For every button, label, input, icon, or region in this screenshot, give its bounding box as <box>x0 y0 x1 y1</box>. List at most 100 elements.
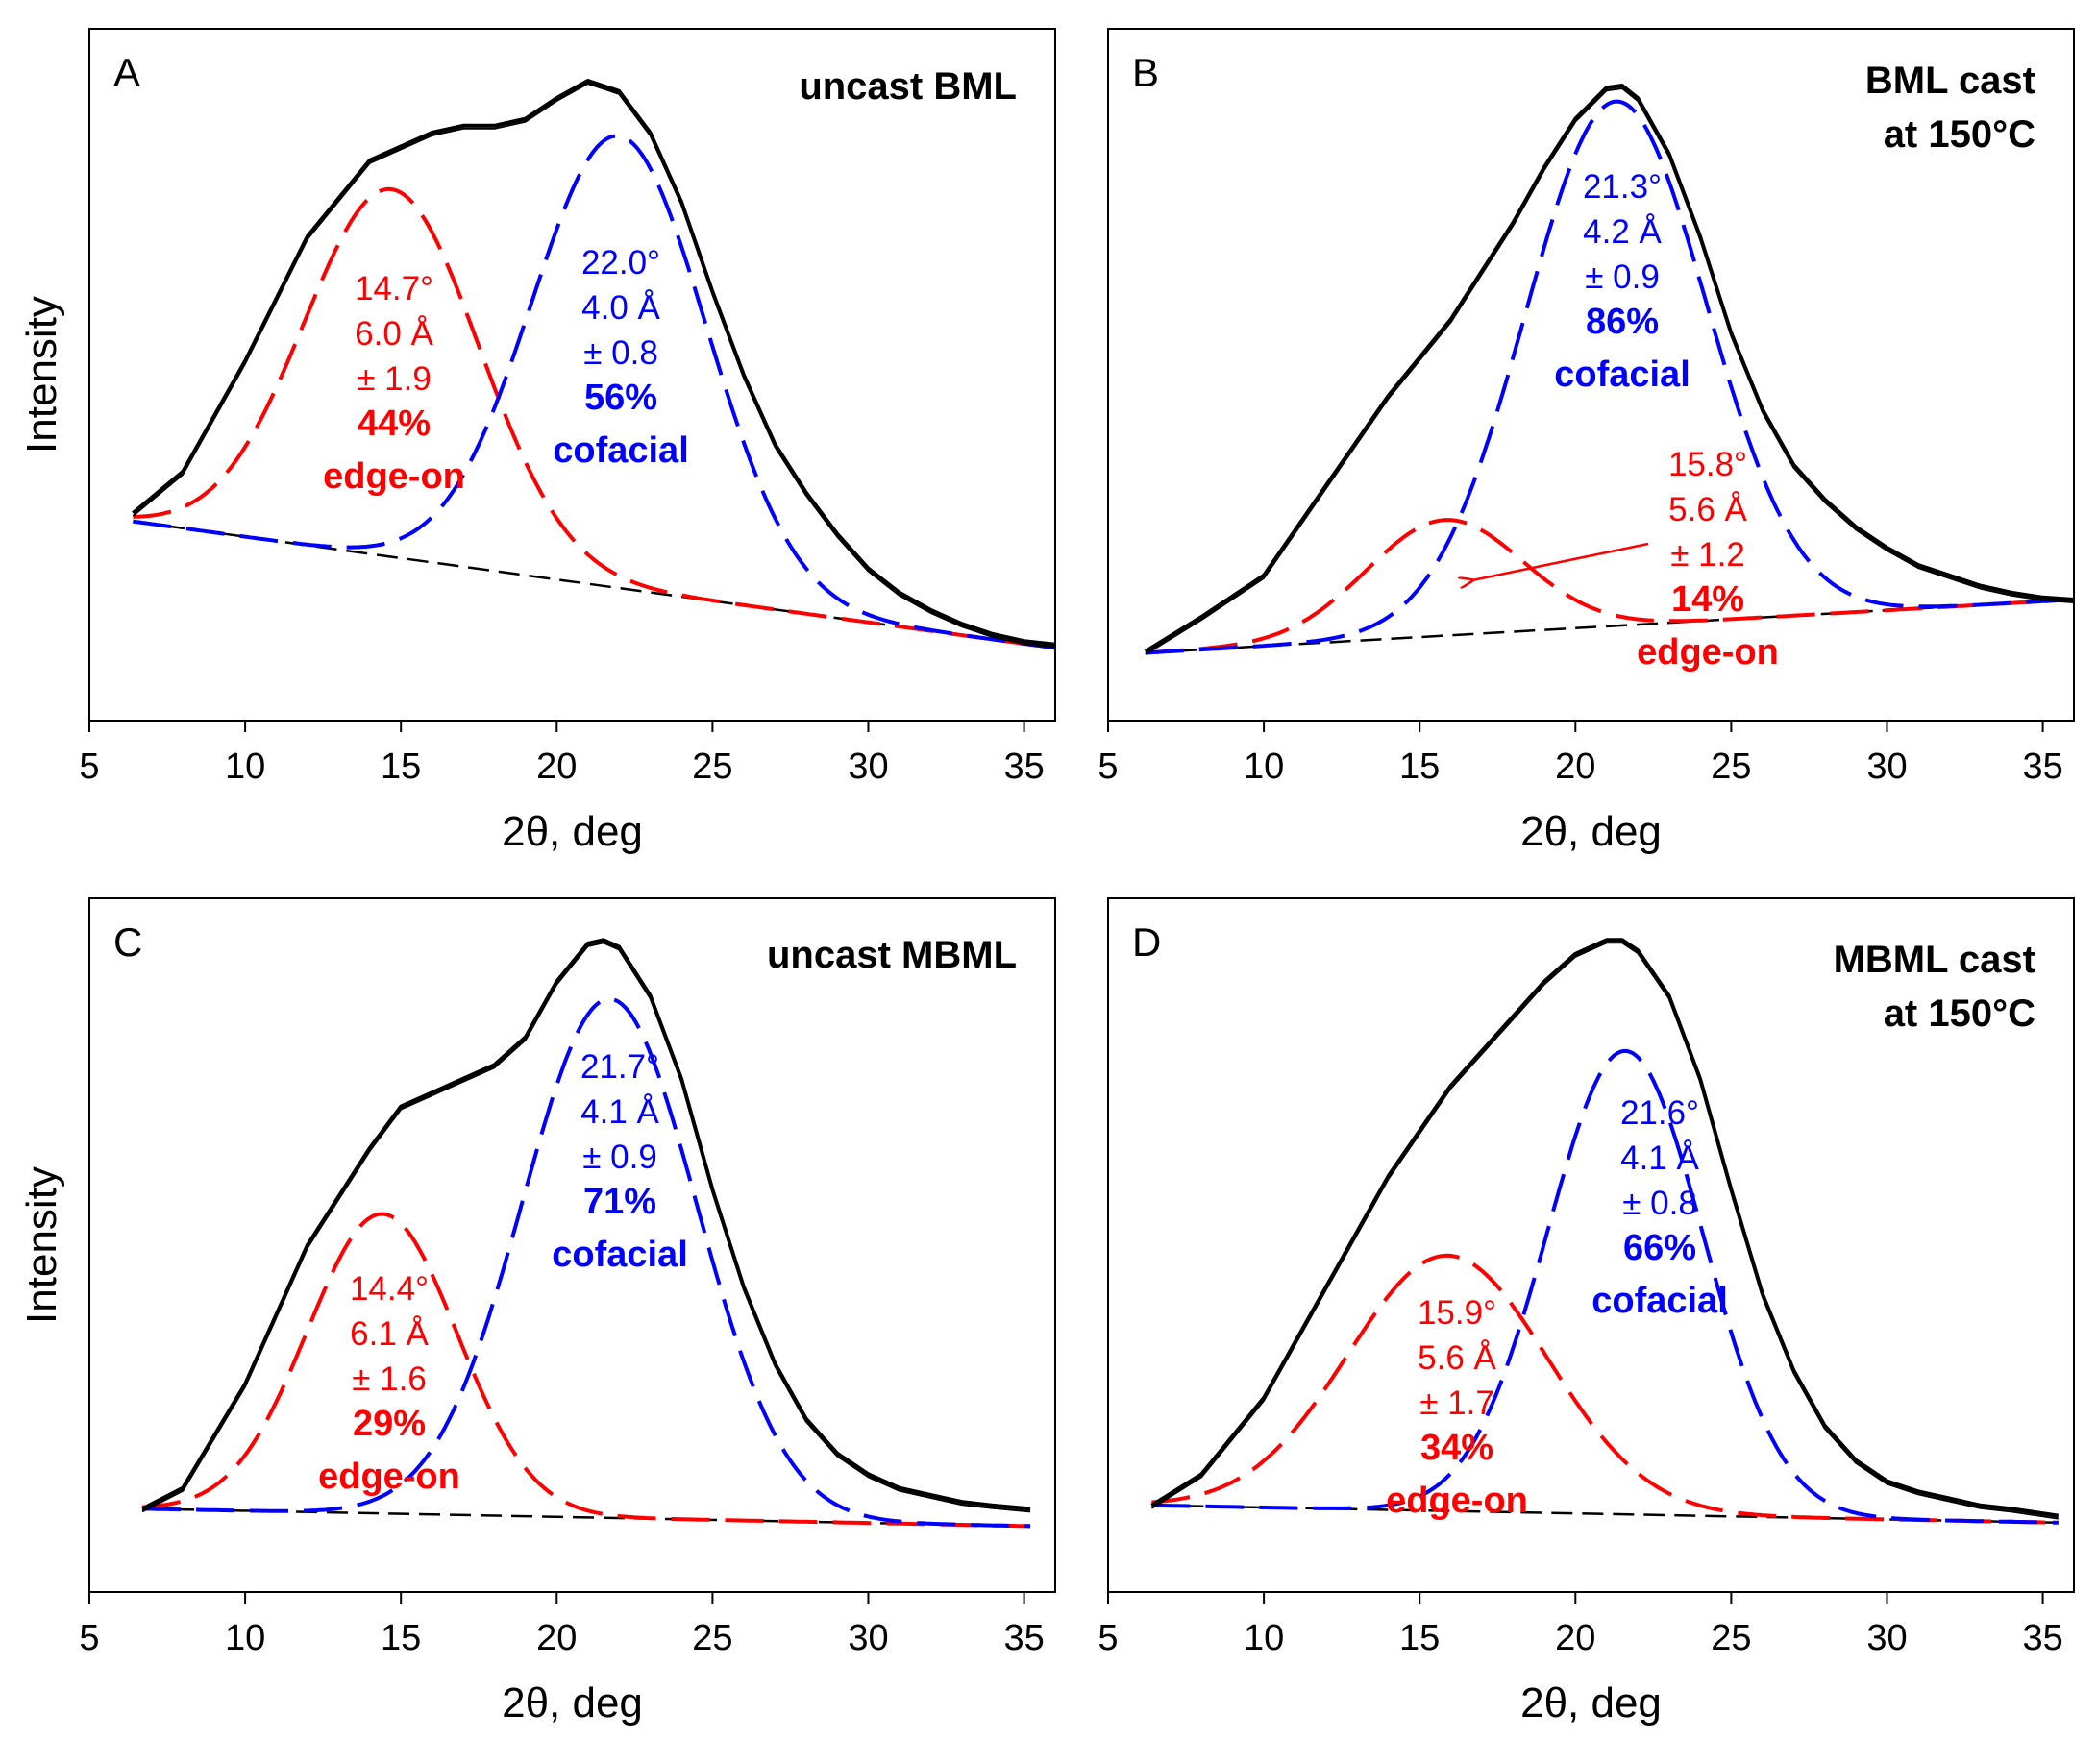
x-tick-label: 5 <box>1098 747 1118 787</box>
edge-on-phase-name-label: edge-on <box>323 456 465 497</box>
cofacial-width-label: ± 0.9 <box>1585 258 1660 296</box>
x-tick-label: 5 <box>79 747 99 787</box>
cofacial-peak-angle-label: 21.7° <box>580 1048 659 1086</box>
cofacial-phase-name-label: cofacial <box>552 1235 688 1275</box>
cofacial-percent-label: 56% <box>584 378 657 418</box>
x-tick-label: 15 <box>381 747 421 787</box>
edge-on-width-label: ± 1.6 <box>352 1360 427 1398</box>
edge-on-pointer-arrow <box>1472 542 1649 580</box>
panel-b: 5 10 15 20 25 30 35 2θ, deg B BML cast at 150°C 15.… <box>1098 28 2075 855</box>
plot-frame <box>1107 28 2075 722</box>
measured-curve <box>132 79 1056 647</box>
x-axis-label: 2θ, deg <box>502 1679 643 1727</box>
cofacial-d-spacing-label: 4.1 Å <box>1620 1139 1699 1177</box>
x-tick-label: 30 <box>848 747 888 787</box>
panel-title: at 150°C <box>1884 113 2035 156</box>
fit-sum-curve <box>141 942 1031 1513</box>
x-tick-label: 20 <box>536 1618 577 1658</box>
panel-letter: A <box>113 50 140 95</box>
panel-title: at 150°C <box>1884 992 2035 1035</box>
cofacial-peak-angle-label: 21.6° <box>1620 1094 1699 1132</box>
baseline <box>142 1507 1031 1528</box>
cofacial-peak-angle-label: 22.0° <box>581 244 660 282</box>
panel-d: 5 10 15 20 25 30 35 2θ, deg D MBML cast at 150°C 15… <box>1098 897 2075 1727</box>
x-axis-label: 2θ, deg <box>1520 808 1662 855</box>
measured-curve <box>1144 84 2075 653</box>
edge-on-percent-label: 34% <box>1420 1428 1493 1468</box>
x-tick-label: 30 <box>1866 747 1907 787</box>
x-tick-label: 35 <box>1003 1618 1044 1658</box>
y-axis-label: Intensity <box>18 1166 65 1324</box>
x-tick-label: 15 <box>381 1618 421 1658</box>
x-tick-label: 25 <box>692 747 732 787</box>
x-tick-label: 25 <box>692 1618 732 1658</box>
cofacial-curve <box>1145 99 2075 655</box>
x-axis-label: 2θ, deg <box>502 808 643 855</box>
cofacial-width-label: ± 0.8 <box>583 334 658 372</box>
edge-on-peak-angle-label: 14.7° <box>355 270 433 307</box>
y-axis-label: Intensity <box>18 296 65 453</box>
plot-frame <box>88 897 1056 1593</box>
edge-on-d-spacing-label: 6.0 Å <box>355 315 433 353</box>
edge-on-phase-name-label: edge-on <box>1637 632 1779 673</box>
x-tick-label: 10 <box>225 1618 265 1658</box>
cofacial-d-spacing-label: 4.1 Å <box>580 1093 659 1131</box>
edge-on-curve <box>142 1212 1031 1529</box>
edge-on-peak-angle-label: 15.8° <box>1668 446 1747 483</box>
cofacial-peak-angle-label: 21.3° <box>1583 168 1662 206</box>
cofacial-d-spacing-label: 4.0 Å <box>581 289 660 327</box>
x-axis-label: 2θ, deg <box>1520 1679 1662 1727</box>
x-tick-label: 20 <box>536 747 577 787</box>
cofacial-phase-name-label: cofacial <box>553 430 689 471</box>
x-tick-label: 10 <box>1244 747 1284 787</box>
x-tick-label: 35 <box>1003 747 1044 787</box>
cofacial-d-spacing-label: 4.2 Å <box>1583 213 1662 251</box>
cofacial-percent-label: 71% <box>583 1182 656 1222</box>
cofacial-width-label: ± 0.8 <box>1622 1185 1697 1222</box>
cofacial-phase-name-label: cofacial <box>1591 1281 1728 1321</box>
x-tick-label: 20 <box>1555 747 1595 787</box>
edge-on-width-label: ± 1.7 <box>1419 1384 1494 1422</box>
x-tick-label: 30 <box>1866 1618 1907 1658</box>
x-tick-label: 25 <box>1711 747 1751 787</box>
edge-on-percent-label: 44% <box>358 404 431 444</box>
cofacial-curve <box>1151 1048 2059 1525</box>
edge-on-d-spacing-label: 5.6 Å <box>1668 491 1747 528</box>
fit-sum-curve <box>132 83 1056 649</box>
panel-letter: D <box>1132 919 1161 965</box>
cofacial-curve <box>142 996 1031 1529</box>
edge-on-percent-label: 29% <box>353 1404 426 1444</box>
edge-on-percent-label: 14% <box>1671 579 1744 620</box>
x-tick-label: 10 <box>225 747 265 787</box>
edge-on-peak-angle-label: 14.4° <box>350 1270 429 1308</box>
cofacial-percent-label: 66% <box>1623 1228 1696 1268</box>
edge-on-peak-angle-label: 15.9° <box>1418 1294 1496 1332</box>
edge-on-curve <box>133 186 1056 650</box>
cofacial-phase-name-label: cofacial <box>1554 355 1690 395</box>
edge-on-width-label: ± 1.9 <box>357 360 432 398</box>
cofacial-width-label: ± 0.9 <box>582 1139 657 1176</box>
plot-frame <box>1107 897 2075 1593</box>
cofacial-curve <box>133 134 1056 650</box>
edge-on-width-label: ± 1.2 <box>1670 536 1745 574</box>
edge-on-phase-name-label: edge-on <box>1386 1481 1528 1521</box>
fit-sum-curve <box>1145 87 2075 655</box>
x-tick-label: 35 <box>2022 1618 2062 1658</box>
panel-title: MBML cast <box>1834 939 2035 981</box>
edge-on-d-spacing-label: 6.1 Å <box>350 1315 429 1353</box>
panel-letter: B <box>1132 50 1159 95</box>
panel-title: uncast MBML <box>767 934 1017 976</box>
panel-title: uncast BML <box>799 65 1017 108</box>
edge-on-phase-name-label: edge-on <box>318 1457 460 1497</box>
x-tick-label: 5 <box>79 1618 99 1658</box>
panel-a: 5 10 15 20 25 30 35 2θ, deg Intensity A uncast BML… <box>18 28 1056 855</box>
panel-title: BML cast <box>1865 60 2035 102</box>
x-tick-label: 20 <box>1555 1618 1595 1658</box>
x-tick-label: 30 <box>848 1618 888 1658</box>
panel-c: 5 10 15 20 25 30 35 2θ, deg Intensity C uncast MBM… <box>18 897 1056 1727</box>
plot-frame <box>88 28 1056 722</box>
edge-on-curve <box>1145 518 2075 655</box>
edge-on-d-spacing-label: 5.6 Å <box>1418 1339 1496 1377</box>
measured-curve <box>1150 938 2060 1518</box>
